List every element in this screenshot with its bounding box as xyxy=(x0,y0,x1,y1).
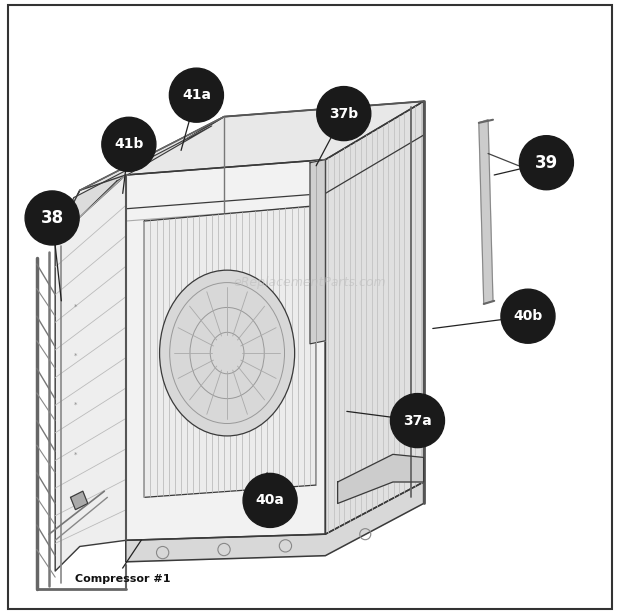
Text: 41a: 41a xyxy=(182,88,211,102)
Circle shape xyxy=(520,136,574,190)
Polygon shape xyxy=(479,120,493,304)
Polygon shape xyxy=(310,160,326,344)
Polygon shape xyxy=(126,160,326,540)
Polygon shape xyxy=(55,175,126,571)
Polygon shape xyxy=(62,126,212,235)
Polygon shape xyxy=(126,482,423,562)
Polygon shape xyxy=(338,454,423,503)
Polygon shape xyxy=(144,206,316,497)
Text: 37a: 37a xyxy=(403,414,432,427)
Text: 38: 38 xyxy=(40,209,64,227)
Text: 40a: 40a xyxy=(255,494,285,507)
Polygon shape xyxy=(126,101,423,175)
Text: 40b: 40b xyxy=(513,309,542,323)
Circle shape xyxy=(501,289,555,343)
Text: eReplacementParts.com: eReplacementParts.com xyxy=(234,276,386,289)
Text: 39: 39 xyxy=(535,154,558,172)
Text: *: * xyxy=(74,402,77,408)
Text: 41b: 41b xyxy=(114,138,144,151)
Text: *: * xyxy=(74,304,77,310)
Polygon shape xyxy=(71,491,88,510)
Circle shape xyxy=(25,191,79,245)
Circle shape xyxy=(102,117,156,171)
Text: Compressor #1: Compressor #1 xyxy=(75,574,170,584)
Circle shape xyxy=(391,394,445,448)
Circle shape xyxy=(243,473,297,527)
Text: *: * xyxy=(74,451,77,457)
Circle shape xyxy=(169,68,223,122)
Circle shape xyxy=(317,87,371,141)
Ellipse shape xyxy=(159,270,294,436)
Polygon shape xyxy=(326,101,423,534)
Text: 37b: 37b xyxy=(329,107,358,120)
Polygon shape xyxy=(55,117,224,239)
Text: *: * xyxy=(74,353,77,359)
